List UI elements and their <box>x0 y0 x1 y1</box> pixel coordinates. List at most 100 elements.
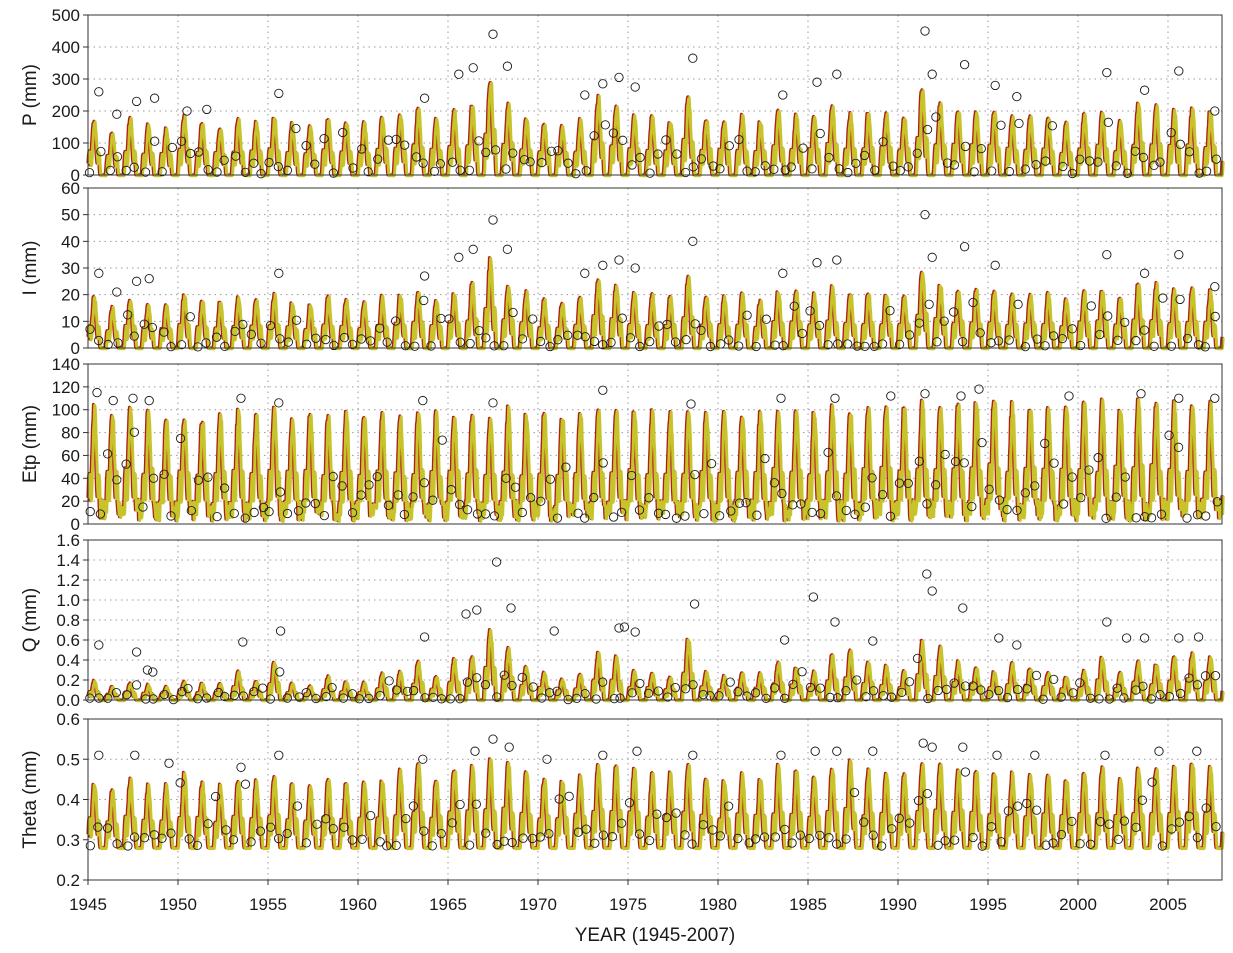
observed-point <box>832 255 842 265</box>
observed-point <box>265 822 276 832</box>
observed-point <box>454 252 464 262</box>
observed-point <box>923 693 933 704</box>
observed-point <box>435 159 446 169</box>
observed-point <box>354 694 365 704</box>
observed-point <box>591 694 601 704</box>
observed-point <box>157 833 167 843</box>
observed-point <box>994 633 1004 643</box>
observed-point <box>147 322 158 333</box>
observed-point <box>501 164 511 174</box>
observed-point <box>690 469 700 480</box>
observed-point <box>549 626 559 636</box>
observed-point <box>1139 633 1150 643</box>
x-tick-label: 1955 <box>249 895 287 914</box>
observed-point <box>517 334 528 344</box>
observed-point <box>1075 154 1085 164</box>
y-tick-label: 1.0 <box>56 591 80 610</box>
observed-point <box>301 140 311 151</box>
observed-point <box>275 667 285 677</box>
observed-point <box>491 557 502 567</box>
observed-point <box>112 287 122 297</box>
observed-point <box>608 512 619 522</box>
observed-point <box>1139 325 1150 335</box>
observed-point <box>956 391 966 401</box>
observed-point <box>1086 301 1096 311</box>
y-tick-label: 0.0 <box>56 691 80 710</box>
observed-point <box>769 683 780 693</box>
observed-point <box>832 69 842 79</box>
observed-point <box>894 813 904 823</box>
observed-point <box>131 276 142 286</box>
observed-point <box>832 693 843 703</box>
observed-point <box>1174 393 1184 403</box>
observed-point <box>1192 832 1203 843</box>
observed-point <box>382 841 392 851</box>
y-tick-label: 0.2 <box>56 671 80 690</box>
observed-point <box>841 505 851 516</box>
observed-point <box>1137 795 1148 805</box>
observed-point <box>868 830 878 840</box>
y-tick-label: 1.2 <box>56 571 80 590</box>
observed-point <box>1166 128 1176 138</box>
observed-point <box>698 820 708 830</box>
observed-point <box>993 336 1004 346</box>
observed-point <box>273 161 283 172</box>
observed-point <box>726 506 736 516</box>
observed-point <box>518 833 528 843</box>
observed-point <box>399 509 410 520</box>
observed-point <box>474 325 484 336</box>
observed-point <box>698 689 708 700</box>
observed-point <box>1158 293 1168 303</box>
observed-point <box>1102 250 1112 260</box>
observed-point <box>1174 633 1184 643</box>
observed-point <box>264 506 274 517</box>
observed-point <box>545 688 555 698</box>
observed-point <box>1013 684 1023 695</box>
x-tick-label: 1950 <box>159 895 197 914</box>
observed-point <box>525 157 535 167</box>
observed-point <box>960 767 971 777</box>
observed-point <box>778 268 788 278</box>
observed-point <box>139 833 150 843</box>
observed-point <box>976 685 986 695</box>
x-tick-label: 1965 <box>429 895 467 914</box>
observed-point <box>140 167 151 177</box>
observed-point <box>508 148 518 158</box>
observed-point <box>192 840 202 851</box>
observed-point <box>1012 91 1022 102</box>
observed-point <box>95 509 106 519</box>
x-tick-label: 2000 <box>1059 895 1097 914</box>
observed-point <box>903 478 913 488</box>
observed-point <box>328 824 338 834</box>
observed-point <box>1149 160 1159 170</box>
observed-point <box>1020 488 1030 498</box>
observed-point <box>159 689 169 700</box>
x-tick-label: 1960 <box>339 895 377 914</box>
y-tick-label: 200 <box>52 102 80 121</box>
observed-point <box>265 320 276 331</box>
observed-point <box>1149 341 1159 351</box>
observed-point <box>402 686 413 697</box>
observed-point <box>1032 334 1042 344</box>
observed-point <box>363 167 373 177</box>
y-tick-label: 50 <box>61 206 80 225</box>
observed-point <box>488 398 498 408</box>
observed-point <box>1174 250 1184 260</box>
observed-point <box>986 822 997 832</box>
y-tick-label: 0.4 <box>56 651 80 670</box>
observed-point <box>84 167 95 178</box>
observed-point <box>291 123 301 134</box>
observed-point <box>750 834 761 844</box>
observed-point <box>885 511 896 521</box>
observed-point <box>339 822 349 832</box>
observed-point <box>236 393 246 403</box>
observed-point <box>94 87 104 97</box>
observed-point <box>1002 504 1012 515</box>
observed-point <box>742 310 752 320</box>
observed-point <box>680 830 690 840</box>
observed-point <box>111 687 121 698</box>
observed-point <box>619 622 630 632</box>
observed-point <box>948 307 959 317</box>
y-axis-label: I (mm) <box>20 241 41 296</box>
observed-point <box>474 136 484 146</box>
